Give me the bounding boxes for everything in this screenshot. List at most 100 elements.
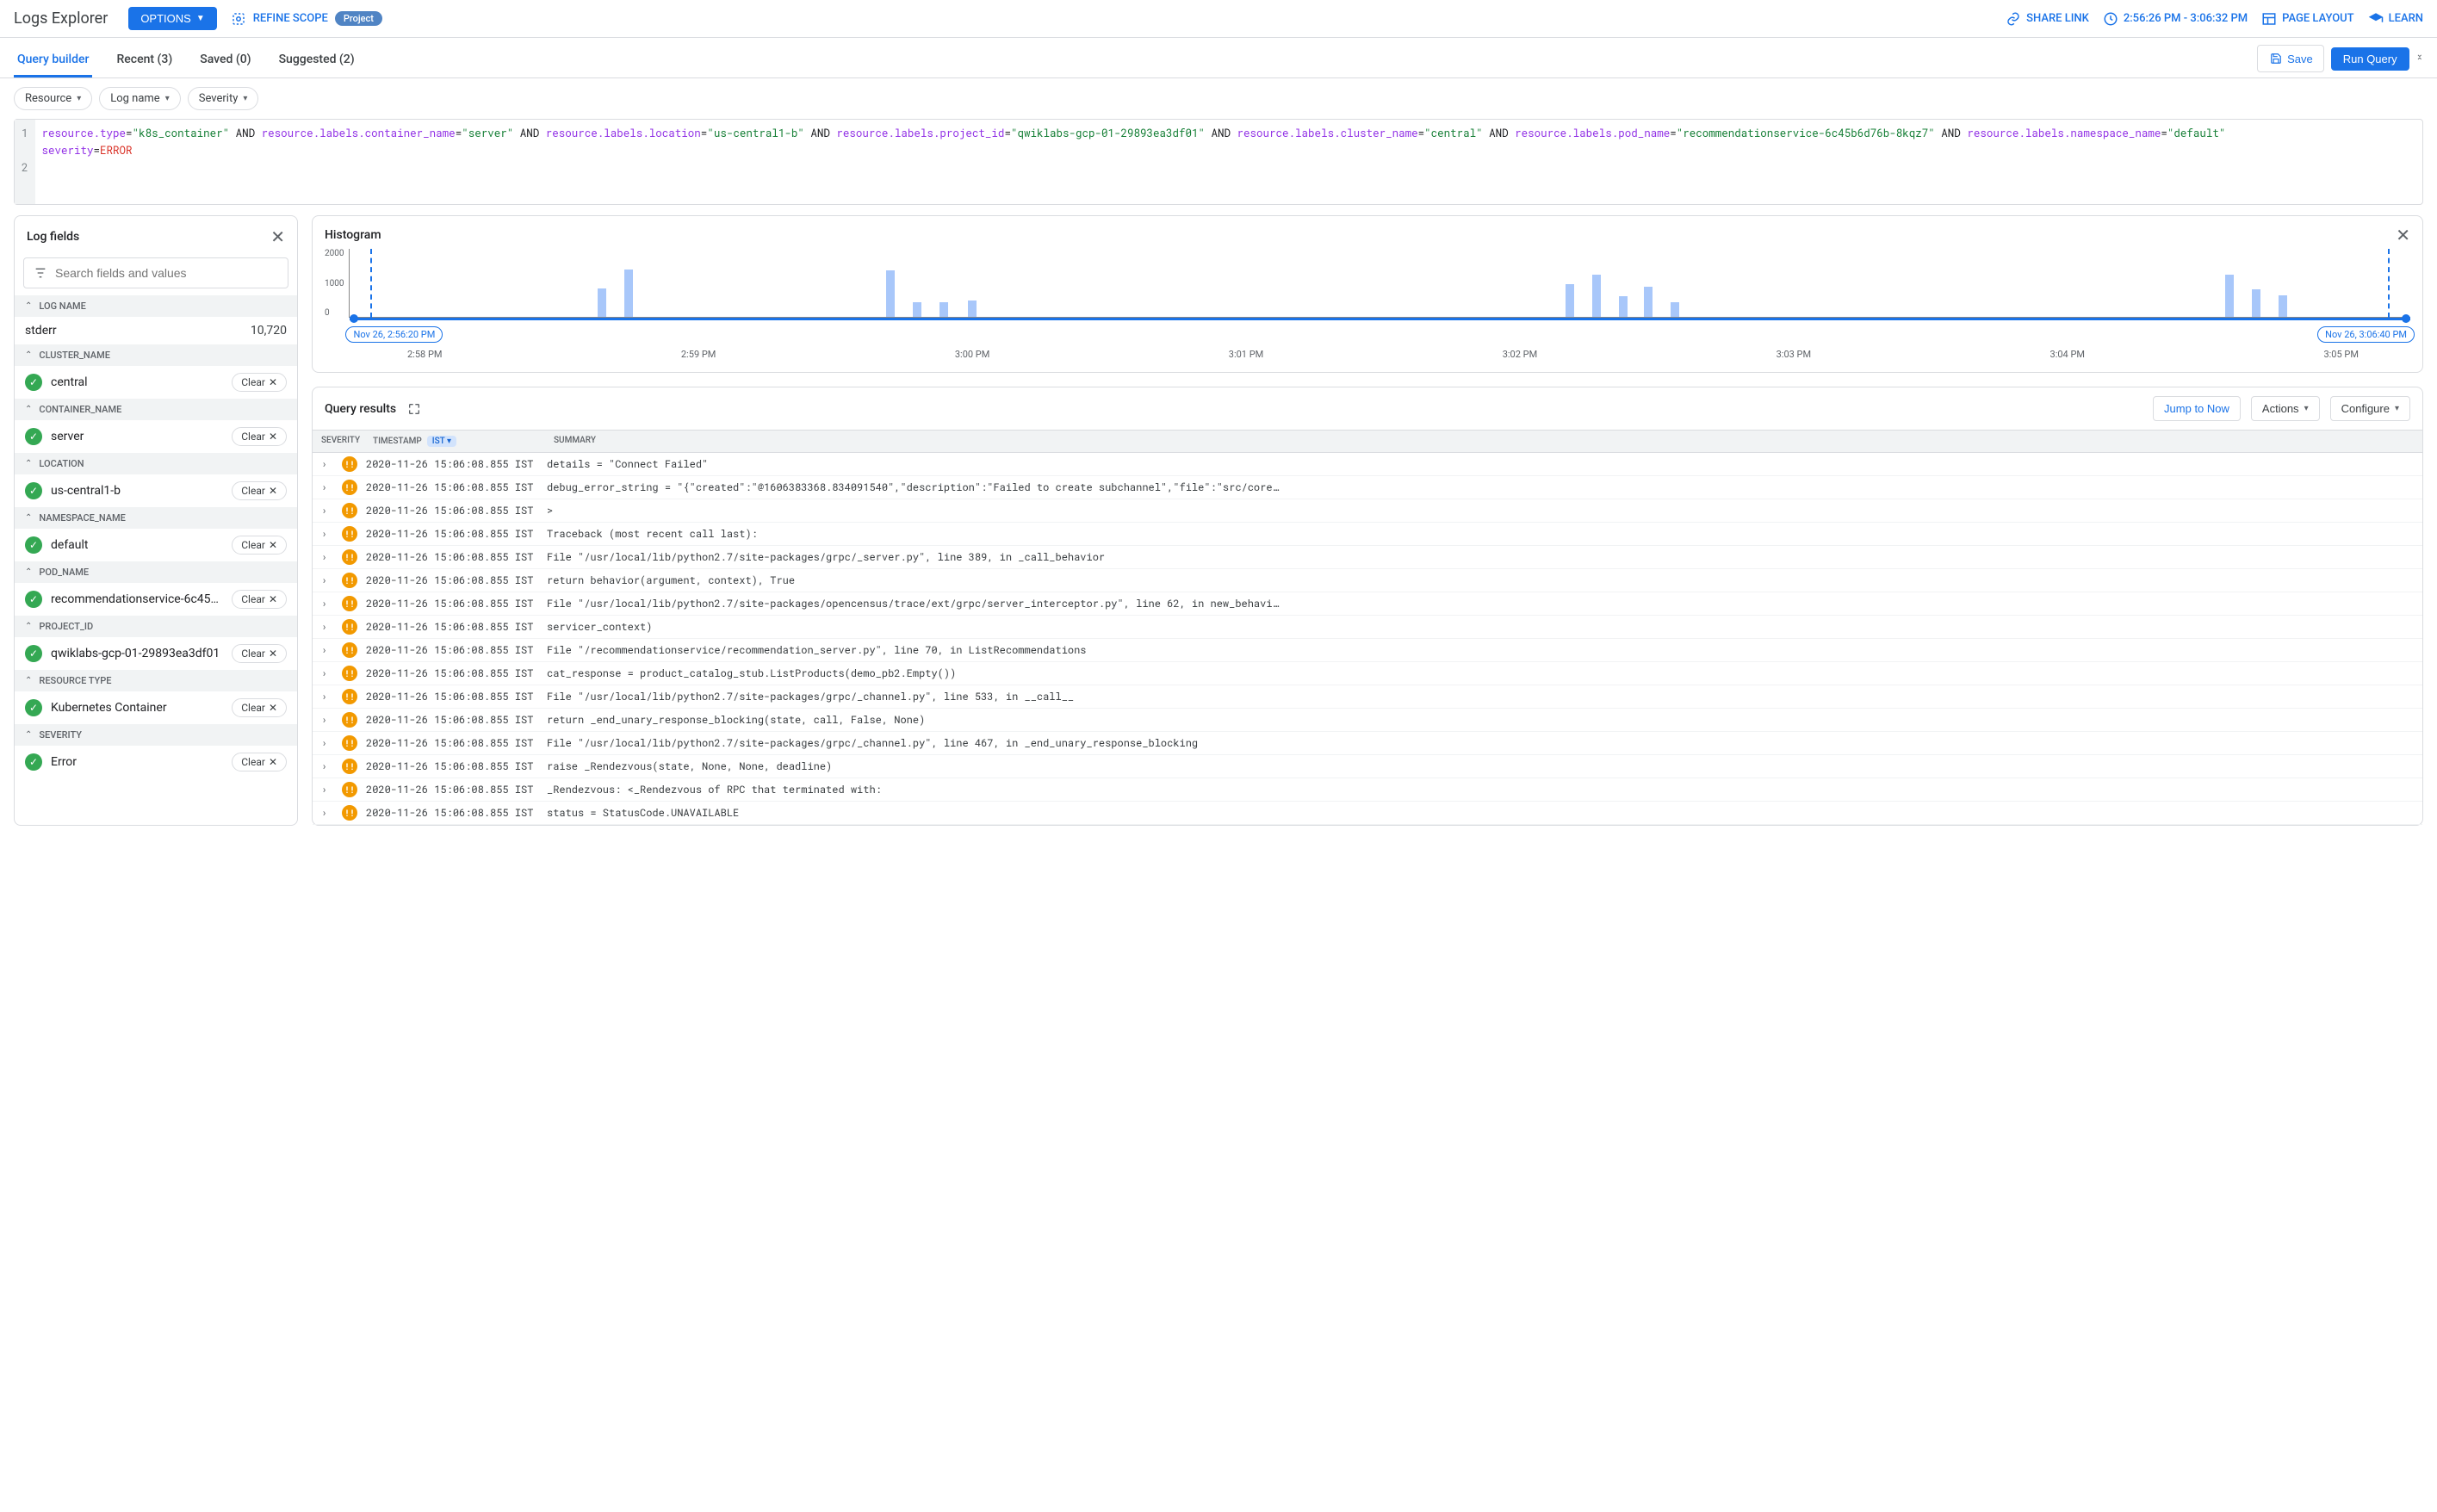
field-group-header[interactable]: ⌃SEVERITY <box>15 724 297 746</box>
field-row[interactable]: ✓us-central1-bClear ✕ <box>15 474 297 507</box>
expand-row-icon[interactable]: › <box>321 597 333 610</box>
clear-button[interactable]: Clear ✕ <box>232 373 287 392</box>
field-row[interactable]: ✓Kubernetes ContainerClear ✕ <box>15 691 297 724</box>
field-row[interactable]: ✓centralClear ✕ <box>15 366 297 399</box>
field-row[interactable]: ✓serverClear ✕ <box>15 420 297 453</box>
expand-toggle[interactable]: ⌄ ⌃ <box>2416 52 2423 65</box>
expand-row-icon[interactable]: › <box>321 713 333 727</box>
clear-button[interactable]: Clear ✕ <box>232 698 287 717</box>
field-group-header[interactable]: ⌃CONTAINER_NAME <box>15 399 297 420</box>
field-row[interactable]: ✓defaultClear ✕ <box>15 529 297 561</box>
log-row[interactable]: ›!!2020-11-26 15:06:08.855 ISTreturn _en… <box>313 709 2422 732</box>
close-icon[interactable]: ✕ <box>270 226 285 247</box>
jump-to-now-button[interactable]: Jump to Now <box>2153 396 2241 421</box>
close-icon[interactable]: ✕ <box>2396 225 2410 245</box>
log-row[interactable]: ›!!2020-11-26 15:06:08.855 ISTFile "/usr… <box>313 592 2422 616</box>
expand-row-icon[interactable]: › <box>321 480 333 494</box>
histogram-bar[interactable] <box>939 302 948 317</box>
expand-icon[interactable] <box>406 401 422 417</box>
histogram-bar[interactable] <box>886 270 895 317</box>
field-row[interactable]: ✓recommendationservice-6c45b...Clear ✕ <box>15 583 297 616</box>
clear-button[interactable]: Clear ✕ <box>232 536 287 555</box>
expand-row-icon[interactable]: › <box>321 736 333 750</box>
histogram-bar[interactable] <box>1644 287 1653 317</box>
expand-row-icon[interactable]: › <box>321 573 333 587</box>
field-group-header[interactable]: ⌃CLUSTER_NAME <box>15 344 297 366</box>
tz-chip[interactable]: IST ▾ <box>427 436 456 447</box>
query-editor[interactable]: 1 2 resource.type="k8s_container" AND re… <box>14 119 2423 205</box>
field-group-header[interactable]: ⌃NAMESPACE_NAME <box>15 507 297 529</box>
field-row[interactable]: ✓ErrorClear ✕ <box>15 746 297 778</box>
expand-row-icon[interactable]: › <box>321 457 333 471</box>
search-fields-input[interactable] <box>55 266 279 280</box>
drag-handle-end[interactable] <box>2402 314 2410 323</box>
field-group-header[interactable]: ⌃LOG NAME <box>15 295 297 317</box>
expand-row-icon[interactable]: › <box>321 550 333 564</box>
log-row[interactable]: ›!!2020-11-26 15:06:08.855 ISTFile "/rec… <box>313 639 2422 662</box>
filter-severity[interactable]: Severity▾ <box>188 87 259 110</box>
field-row[interactable]: ✓qwiklabs-gcp-01-29893ea3df01Clear ✕ <box>15 637 297 670</box>
expand-row-icon[interactable]: › <box>321 806 333 820</box>
chart-area[interactable]: Nov 26, 2:56:20 PM Nov 26, 3:06:40 PM <box>349 249 2410 318</box>
expand-row-icon[interactable]: › <box>321 527 333 541</box>
expand-row-icon[interactable]: › <box>321 643 333 657</box>
histogram-bar[interactable] <box>913 302 921 317</box>
tab-recent[interactable]: Recent (3) <box>113 46 176 77</box>
search-fields-input-wrap[interactable] <box>23 257 288 288</box>
field-group-header[interactable]: ⌃LOCATION <box>15 453 297 474</box>
filter-resource[interactable]: Resource▾ <box>14 87 92 110</box>
log-row[interactable]: ›!!2020-11-26 15:06:08.855 ISTTraceback … <box>313 523 2422 546</box>
configure-button[interactable]: Configure▾ <box>2330 396 2410 421</box>
field-row[interactable]: stderr10,720 <box>15 317 297 344</box>
log-row[interactable]: ›!!2020-11-26 15:06:08.855 ISTdebug_erro… <box>313 476 2422 499</box>
histogram-bar[interactable] <box>598 288 606 317</box>
learn-button[interactable]: LEARN <box>2368 11 2423 27</box>
expand-row-icon[interactable]: › <box>321 783 333 796</box>
histogram-bar[interactable] <box>1671 302 1679 317</box>
histogram-bar[interactable] <box>2279 295 2287 317</box>
field-group-header[interactable]: ⌃POD_NAME <box>15 561 297 583</box>
log-row[interactable]: ›!!2020-11-26 15:06:08.855 ISTFile "/usr… <box>313 546 2422 569</box>
clear-button[interactable]: Clear ✕ <box>232 753 287 771</box>
log-row[interactable]: ›!!2020-11-26 15:06:08.855 ISTFile "/usr… <box>313 732 2422 755</box>
tab-suggested[interactable]: Suggested (2) <box>276 46 358 77</box>
histogram-bar[interactable] <box>968 301 977 317</box>
log-row[interactable]: ›!!2020-11-26 15:06:08.855 ISTFile "/usr… <box>313 685 2422 709</box>
expand-row-icon[interactable]: › <box>321 690 333 703</box>
log-row[interactable]: ›!!2020-11-26 15:06:08.855 IST> <box>313 499 2422 523</box>
field-group-header[interactable]: ⌃PROJECT_ID <box>15 616 297 637</box>
share-link-button[interactable]: SHARE LINK <box>2006 11 2089 27</box>
clear-button[interactable]: Clear ✕ <box>232 427 287 446</box>
histogram-bar[interactable] <box>1592 275 1601 317</box>
expand-row-icon[interactable]: › <box>321 504 333 517</box>
log-row[interactable]: ›!!2020-11-26 15:06:08.855 ISTstatus = S… <box>313 802 2422 825</box>
histogram-bar[interactable] <box>2252 289 2260 317</box>
log-row[interactable]: ›!!2020-11-26 15:06:08.855 ISTdetails = … <box>313 453 2422 476</box>
options-button[interactable]: OPTIONS ▼ <box>128 7 216 30</box>
log-row[interactable]: ›!!2020-11-26 15:06:08.855 ISTservicer_c… <box>313 616 2422 639</box>
histogram-bar[interactable] <box>1566 284 1574 317</box>
clear-button[interactable]: Clear ✕ <box>232 481 287 500</box>
run-query-button[interactable]: Run Query <box>2331 47 2409 71</box>
actions-button[interactable]: Actions▾ <box>2251 396 2320 421</box>
histogram-bar[interactable] <box>624 270 633 317</box>
log-row[interactable]: ›!!2020-11-26 15:06:08.855 IST_Rendezvou… <box>313 778 2422 802</box>
expand-row-icon[interactable]: › <box>321 620 333 634</box>
histogram-bar[interactable] <box>2225 275 2234 317</box>
log-row[interactable]: ›!!2020-11-26 15:06:08.855 ISTraise _Ren… <box>313 755 2422 778</box>
expand-row-icon[interactable]: › <box>321 759 333 773</box>
clear-button[interactable]: Clear ✕ <box>232 590 287 609</box>
expand-row-icon[interactable]: › <box>321 666 333 680</box>
save-button[interactable]: Save <box>2257 45 2324 72</box>
tab-saved[interactable]: Saved (0) <box>196 46 254 77</box>
field-group-header[interactable]: ⌃RESOURCE TYPE <box>15 670 297 691</box>
page-layout-button[interactable]: PAGE LAYOUT <box>2261 11 2353 27</box>
log-row[interactable]: ›!!2020-11-26 15:06:08.855 ISTcat_respon… <box>313 662 2422 685</box>
log-row[interactable]: ›!!2020-11-26 15:06:08.855 ISTreturn beh… <box>313 569 2422 592</box>
time-range-button[interactable]: 2:56:26 PM - 3:06:32 PM <box>2103 11 2248 27</box>
drag-handle-start[interactable] <box>350 314 358 323</box>
histogram-bar[interactable] <box>1619 296 1628 317</box>
refine-scope-button[interactable]: REFINE SCOPE Project <box>231 11 382 27</box>
filter-logname[interactable]: Log name▾ <box>99 87 181 110</box>
clear-button[interactable]: Clear ✕ <box>232 644 287 663</box>
